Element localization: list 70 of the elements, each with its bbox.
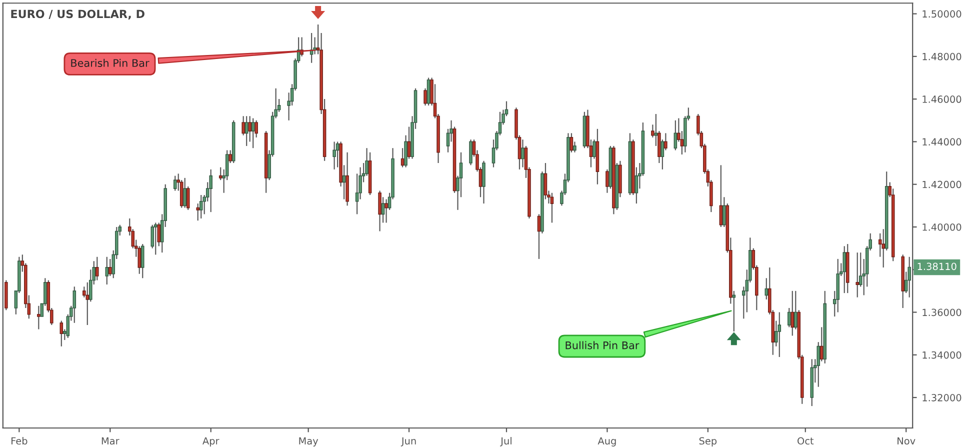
candlestick bbox=[882, 228, 885, 268]
text: EURO / US DOLLAR, D bbox=[11, 10, 144, 20]
candlestick bbox=[173, 175, 177, 192]
annotation: Bullish Pin Bar bbox=[566, 341, 640, 350]
candlestick bbox=[778, 312, 782, 358]
candlestick bbox=[606, 168, 609, 194]
candlestick bbox=[407, 126, 411, 160]
x-tick-label: Apr bbox=[202, 437, 220, 446]
candlestick bbox=[788, 307, 791, 328]
x-tick-label: Oct bbox=[798, 437, 814, 445]
candlestick bbox=[400, 148, 404, 168]
candlestick bbox=[426, 77, 430, 106]
candlestick bbox=[634, 166, 638, 204]
candlestick bbox=[244, 116, 248, 147]
y-tick-label: 1.36000 bbox=[922, 308, 962, 316]
candlestick bbox=[342, 164, 346, 200]
candlestick bbox=[719, 164, 723, 228]
candlestick bbox=[196, 202, 200, 222]
candlestick bbox=[790, 290, 794, 336]
candlestick bbox=[154, 222, 158, 256]
candlestick bbox=[248, 116, 252, 142]
candlestick bbox=[469, 139, 472, 166]
y-tick-label: 1.42000 bbox=[922, 180, 962, 188]
candlestick bbox=[856, 252, 860, 298]
candlestick bbox=[108, 258, 112, 277]
candlestick bbox=[199, 194, 203, 219]
candlestick bbox=[183, 177, 186, 208]
x-tick-label: Feb bbox=[12, 437, 28, 445]
candlestick bbox=[842, 246, 846, 294]
y-tick-label: 1.40000 bbox=[922, 223, 962, 231]
candlestick bbox=[521, 139, 524, 168]
candlestick bbox=[794, 290, 798, 330]
x-tick-label: Nov bbox=[898, 437, 916, 445]
candlestick bbox=[228, 150, 232, 164]
candlestick bbox=[537, 214, 541, 260]
candlestick bbox=[378, 190, 382, 232]
candlestick bbox=[482, 160, 486, 204]
x-tick-label: Jun bbox=[400, 437, 416, 446]
candlestick bbox=[674, 120, 678, 151]
candlestick bbox=[251, 118, 255, 149]
candlestick bbox=[384, 198, 388, 224]
candlestick bbox=[140, 243, 144, 279]
candlestick bbox=[332, 141, 336, 170]
candlestick bbox=[820, 326, 824, 362]
y-tick-label: 1.46000 bbox=[922, 96, 962, 103]
y-tick-label: 1.48000 bbox=[922, 52, 962, 60]
x-tick-label: Aug bbox=[598, 437, 616, 446]
x-tick-label: May bbox=[299, 437, 318, 446]
candlestick bbox=[336, 141, 340, 168]
candlestick bbox=[218, 166, 222, 181]
candlestick bbox=[664, 132, 668, 151]
candlestick bbox=[570, 132, 574, 153]
candlestick bbox=[242, 116, 245, 136]
x-tick-label: Sep bbox=[699, 437, 717, 446]
candlestick bbox=[764, 278, 768, 300]
candlestick bbox=[209, 168, 212, 213]
candlestick bbox=[722, 196, 726, 228]
y-tick-label: 1.34000 bbox=[922, 351, 962, 359]
y-tick-label: 1.50000 bbox=[922, 10, 962, 18]
x-tick-label: Jul bbox=[500, 437, 512, 446]
candlestick bbox=[424, 88, 427, 106]
annotation: Bearish Pin Bar bbox=[71, 58, 150, 67]
annotation: 1.38110 bbox=[918, 262, 956, 270]
x-tick-label: Mar bbox=[102, 437, 120, 445]
y-tick-label: 1.44000 bbox=[922, 138, 962, 146]
candlestick bbox=[550, 192, 554, 224]
candlestick bbox=[381, 196, 385, 224]
y-tick-label: 1.32000 bbox=[922, 394, 962, 402]
candlestick bbox=[573, 141, 576, 153]
candlestick bbox=[544, 162, 548, 200]
